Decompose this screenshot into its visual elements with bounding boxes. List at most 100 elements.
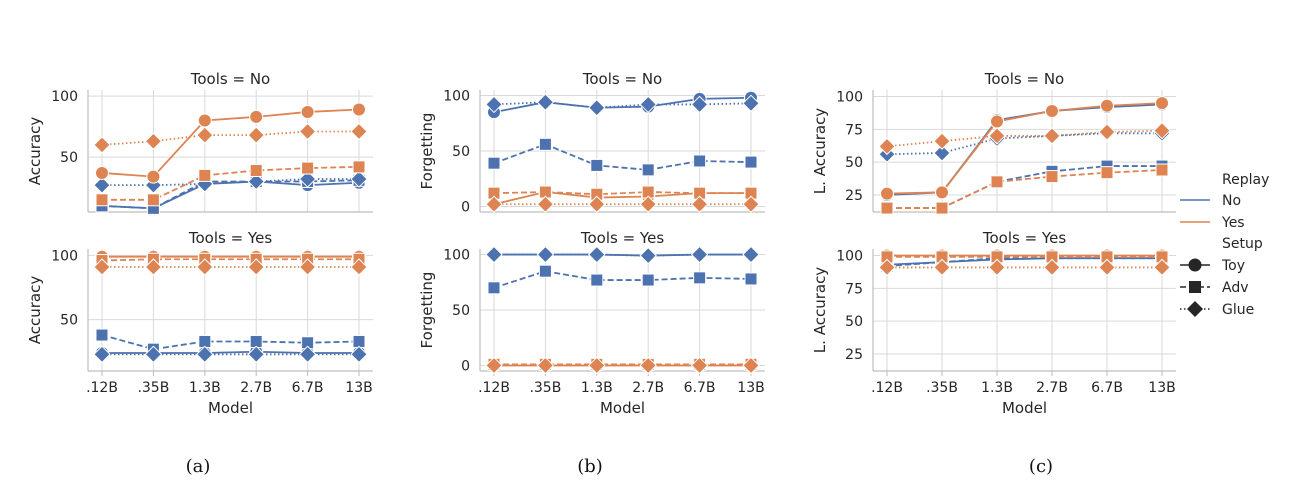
panel-4-xtick-1: .35B bbox=[529, 380, 561, 396]
panel-3-point-no-adv-0 bbox=[487, 156, 501, 170]
panel-2-point-no-glue-2 bbox=[196, 345, 214, 364]
panel-2-point-yes-glue-0 bbox=[93, 258, 111, 276]
caption-1: (a) bbox=[186, 456, 211, 477]
panel-5-series-no-toy-line bbox=[886, 103, 1163, 196]
panel-6-point-yes-glue-0 bbox=[878, 258, 896, 277]
panel-2-point-no-glue-5 bbox=[350, 345, 368, 364]
panel-4-point-no-adv-0 bbox=[487, 281, 501, 295]
panel-4-point-no-glue-2 bbox=[588, 245, 606, 264]
panel-4-ytick-0: 0 bbox=[461, 358, 470, 374]
panel-2-series-no-adv-line bbox=[101, 334, 360, 351]
panel-4-title: Tools = Yes bbox=[580, 229, 664, 247]
panel-5-series-no-adv-line bbox=[887, 165, 1162, 209]
panel-3-ytick-1: 50 bbox=[452, 144, 470, 160]
panel-4-point-yes-glue-5 bbox=[742, 356, 760, 375]
panel-1-point-yes-toy-4 bbox=[300, 104, 315, 119]
panel-1-ylabel: Accuracy bbox=[26, 117, 44, 186]
panel-5-series-yes-glue-line bbox=[886, 129, 1163, 148]
panel-2-point-no-adv-0 bbox=[95, 328, 109, 342]
panel-1-series-yes-adv-line bbox=[102, 165, 360, 201]
panel-2-point-yes-glue-3 bbox=[247, 258, 265, 276]
panel-4-point-no-glue-3 bbox=[639, 246, 657, 265]
panel-4-ytick-2: 100 bbox=[443, 248, 470, 264]
panel-4-point-no-adv-5 bbox=[744, 272, 758, 286]
panel-2-ytick-0: 50 bbox=[60, 313, 78, 329]
panel-5-point-yes-toy-5 bbox=[1155, 96, 1169, 111]
panel-1-point-yes-toy-3 bbox=[249, 109, 264, 124]
panel-4: 0 50 100 .12B .35B 1.3B 2.7B 6.7B 13B Model Tools … bbox=[418, 229, 765, 417]
panel-2-ylabel: Accuracy bbox=[26, 276, 44, 345]
panel-1-point-yes-glue-3 bbox=[247, 126, 265, 144]
panel-5-point-yes-adv-2 bbox=[990, 175, 1004, 189]
panel-6-xtick-0: .12B bbox=[871, 380, 903, 396]
panel-3-ytick-0: 0 bbox=[461, 199, 470, 215]
panel-2-point-no-glue-0 bbox=[93, 345, 111, 364]
panel-2-point-yes-glue-2 bbox=[196, 258, 214, 276]
panel-1-point-yes-adv-1 bbox=[146, 193, 160, 207]
legend-adv-marker bbox=[1189, 281, 1201, 293]
panel-2-point-no-glue-4 bbox=[298, 345, 317, 364]
legend-setup-glue: Glue bbox=[1222, 302, 1254, 318]
panel-1-point-yes-glue-2 bbox=[196, 126, 214, 144]
panel-6-point-yes-glue-4 bbox=[1098, 258, 1116, 277]
panel-4-xtick-3: 2.7B bbox=[632, 380, 664, 396]
panel-1: 50 100 Tools = No Accuracy (a) bbox=[26, 70, 373, 477]
panel-1-point-no-glue-0 bbox=[93, 176, 111, 194]
panel-4-point-no-glue-1 bbox=[536, 245, 555, 264]
panel-4-point-no-adv-3 bbox=[641, 273, 655, 287]
panel-2-xtick-2: 1.3B bbox=[189, 380, 221, 396]
panel-6-point-yes-glue-3 bbox=[1043, 258, 1061, 277]
panel-3: 0 50 100 Tools = No Forgetting (b) bbox=[418, 70, 765, 477]
panel-4-point-no-glue-5 bbox=[742, 245, 760, 264]
legend: Replay No Yes Setup Toy Adv Glue bbox=[1180, 172, 1269, 318]
panel-5-point-yes-adv-5 bbox=[1155, 163, 1169, 177]
panel-5-ylabel: L. Accuracy bbox=[811, 108, 829, 194]
panel-2-point-yes-glue-5 bbox=[350, 258, 368, 276]
panel-2-point-yes-glue-1 bbox=[144, 258, 163, 276]
panel-2-series-no-toy-line bbox=[102, 350, 359, 354]
panel-2-ytick-1: 100 bbox=[51, 248, 78, 264]
panel-1-series-yes-glue-line bbox=[101, 130, 359, 146]
legend-setup-toy: Toy bbox=[1221, 258, 1245, 274]
panel-4-xtick-5: 13B bbox=[737, 380, 764, 396]
legend-setup-title: Setup bbox=[1222, 236, 1263, 252]
panel-5-ytick-0: 25 bbox=[845, 188, 863, 204]
panel-1-point-yes-adv-5 bbox=[352, 160, 366, 174]
panel-5-ytick-2: 75 bbox=[845, 122, 863, 138]
panel-4-point-no-adv-1 bbox=[538, 264, 552, 278]
caption-3: (c) bbox=[1029, 456, 1053, 477]
panel-1-point-no-glue-4 bbox=[298, 170, 317, 188]
panel-1-point-no-glue-3 bbox=[247, 172, 265, 191]
panel-6: 25 50 75 100 .12B .35B 1.3B 2.7B 6.7B 13B Model Too… bbox=[811, 229, 1176, 417]
panel-4-point-no-adv-2 bbox=[590, 273, 604, 287]
panel-2: 50 100 .12B .35B 1.3B 2.7B 6.7B 13B Model Tools =… bbox=[26, 229, 373, 417]
panel-5-point-yes-adv-1 bbox=[935, 201, 949, 215]
panel-4-xtick-0: .12B bbox=[478, 380, 510, 396]
panel-5-ytick-1: 50 bbox=[845, 155, 863, 171]
legend-replay-yes: Yes bbox=[1221, 215, 1245, 231]
caption-2: (b) bbox=[577, 456, 603, 477]
panel-1-point-yes-toy-2 bbox=[197, 113, 212, 128]
panel-1-series-yes-toy-line bbox=[101, 108, 360, 178]
panel-1-series-no-toy-line bbox=[101, 180, 360, 210]
panel-4-point-yes-glue-0 bbox=[485, 356, 503, 375]
legend-replay-title: Replay bbox=[1222, 172, 1269, 188]
panel-3-point-no-adv-1 bbox=[538, 137, 552, 151]
panel-3-series-no-glue-line bbox=[493, 101, 752, 109]
panel-3-series-yes-toy-line bbox=[493, 191, 751, 206]
panel-3-point-no-glue-5 bbox=[742, 94, 760, 113]
panel-1-point-yes-glue-4 bbox=[298, 122, 317, 141]
panel-6-series-no-adv-line bbox=[886, 257, 1162, 267]
panel-4-series-no-adv-line bbox=[493, 270, 752, 289]
panel-6-point-yes-glue-1 bbox=[933, 258, 951, 277]
panel-4-point-yes-glue-2 bbox=[588, 356, 606, 375]
panel-3-point-yes-glue-2 bbox=[588, 195, 606, 213]
panel-3-point-no-glue-3 bbox=[639, 95, 657, 114]
panel-2-xlabel: Model bbox=[208, 399, 253, 417]
panel-1-point-yes-toy-0 bbox=[95, 165, 109, 180]
panel-3-series-yes-adv-line bbox=[493, 191, 751, 196]
legend-toy-marker bbox=[1188, 258, 1202, 272]
panel-5-point-yes-adv-3 bbox=[1045, 170, 1059, 184]
panel-4-series-no-glue-line bbox=[494, 253, 751, 257]
panel-1-point-no-glue-5 bbox=[350, 170, 368, 188]
